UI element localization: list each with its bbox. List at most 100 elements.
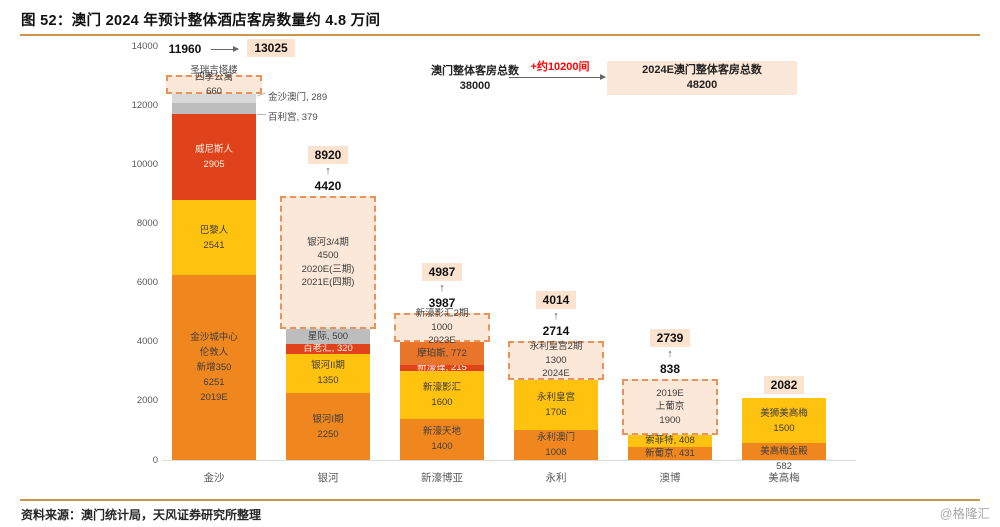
segment-label: 金沙城中心 伦敦人 新增350 6251 2019E [190, 332, 238, 404]
highlighted-total: 8920 [307, 146, 349, 165]
bar-segment: 新葡京, 431 [628, 447, 712, 460]
segment-label: 百老汇, 320 [303, 343, 353, 355]
bar-segment: 永利皇宫2期 1300 2024E [508, 341, 604, 380]
bar-segment: 新濠天地 1400 [400, 418, 484, 460]
bar-segment: 美狮美高梅 1500 [742, 398, 826, 443]
segment-label: 索菲特, 408 [645, 435, 695, 447]
bar-segment: 美高梅金殿 [742, 442, 826, 460]
segment-label: 四季公寓 660 [194, 72, 233, 97]
below-axis-label: 582 [776, 461, 792, 472]
figure-title: 图 52：澳门 2024 年预计整体酒店客房数量约 4.8 万间 [21, 13, 381, 29]
segment-label: 银河I期 2250 [312, 413, 344, 440]
y-axis-tick-label: 8000 [136, 217, 158, 229]
right-arrow-icon [211, 46, 239, 52]
bar-annotation-total: 13025 [241, 39, 301, 57]
y-axis-tick-label: 4000 [136, 336, 158, 348]
watermark: @格隆汇 [939, 507, 990, 521]
current-room-total-label: 澳门整体客房总数 [431, 65, 519, 77]
segment-label: 巴黎人 2541 [199, 224, 229, 251]
bar-annotation-total: 8920 [283, 146, 373, 165]
segment-label: 新濠锋, 215 [417, 362, 467, 374]
bar-annotation-base: 4420 [314, 179, 342, 194]
category-label: 美高梅 [768, 472, 800, 484]
bar-segment: 新濠锋, 215 [400, 362, 484, 373]
segment-label: 银河II期 1350 [311, 360, 345, 387]
up-arrow-icon: ↑ [553, 310, 559, 323]
bar-segment: 巴黎人 2541 [172, 200, 256, 276]
bar-segment: 摩珀斯, 772 [400, 342, 484, 365]
segment-label: 银河3/4期 4500 2020E(三期) 2021E(四期) [301, 236, 355, 289]
highlighted-total: 13025 [247, 39, 295, 57]
bar-segment: 2019E 上葡京 1900 [622, 379, 718, 436]
footer-divider [20, 499, 980, 501]
segment-label: 永利皇宫 1706 [536, 391, 575, 418]
segment-label: 美狮美高梅 1500 [760, 407, 808, 434]
bar-annotation-total: 2082 [739, 376, 829, 395]
segment-label: 摩珀斯, 772 [417, 347, 467, 359]
up-arrow-icon: ↑ [325, 165, 331, 178]
segment-label: 星际, 500 [307, 330, 349, 342]
highlighted-total: 4014 [535, 291, 577, 310]
right-arrow-icon [509, 74, 606, 80]
segment-label: 威尼斯人 2905 [194, 144, 233, 171]
bar-segment: 索菲特, 408 [628, 435, 712, 448]
y-axis-tick-label: 12000 [131, 99, 158, 111]
current-room-total: 澳门整体客房总数 38000 [418, 64, 532, 94]
room-total-2024e-value: 48200 [686, 79, 718, 91]
bar-annotation-total: 4987 [397, 262, 487, 281]
bar-segment: 金沙城中心 伦敦人 新增350 6251 2019E [172, 275, 256, 460]
category-label: 永利 [545, 472, 567, 484]
bar-annotation-base: 838 [659, 362, 681, 376]
bar-segment: 四季公寓 660 [166, 72, 262, 97]
room-total-2024e-box: 2024E澳门整体客房总数 48200 [607, 61, 797, 95]
bar-annotation-base: 11960 [168, 42, 202, 56]
source-note: 资料来源：澳门统计局，天风证券研究所整理 [21, 508, 262, 522]
bar-segment: 新濠影汇2期 1000 2023E [394, 308, 490, 346]
y-axis-tick-label: 10000 [131, 158, 158, 170]
bar-annotation-total: 4014 [511, 291, 601, 310]
above-bar-label: 圣瑞吉塔楼 [190, 64, 238, 76]
highlighted-total: 2082 [763, 376, 805, 395]
callout-line [257, 114, 266, 116]
bar-annotation-total: 2739 [625, 329, 715, 347]
category-label: 金沙 [203, 472, 225, 484]
room-increase-label: +约10200间 [530, 61, 590, 73]
bar-segment [172, 94, 256, 103]
bar-segment: 银河II期 1350 [286, 353, 370, 394]
y-axis-tick-label: 14000 [131, 40, 158, 52]
bar-segment: 威尼斯人 2905 [172, 114, 256, 200]
bar-segment [172, 102, 256, 115]
segment-label: 新濠影汇2期 1000 2023E [415, 308, 469, 347]
y-axis-tick-label: 2000 [136, 395, 158, 407]
segment-label: 美高梅金殿 [760, 445, 808, 457]
segment-label: 新濠影汇 1600 [422, 381, 461, 408]
category-label: 新濠博亚 [421, 472, 463, 484]
bar-annotation-base: 3987 [428, 295, 456, 310]
category-label: 银河 [317, 472, 339, 484]
current-room-total-value: 38000 [459, 80, 491, 92]
segment-label: 新葡京, 431 [645, 447, 695, 459]
category-label: 澳博 [659, 472, 681, 484]
y-axis-tick-label: 0 [152, 454, 158, 466]
bar-annotation-base: 2714 [542, 324, 570, 339]
room-total-2024e-label: 2024E澳门整体客房总数 [642, 64, 762, 76]
up-arrow-icon: ↑ [667, 348, 673, 360]
segment-callout: 金沙澳门, 289 [268, 91, 328, 103]
bar-segment: 银河I期 2250 [286, 393, 370, 460]
segment-label: 2019E 上葡京 1900 [655, 387, 685, 426]
bar-segment: 新濠影汇 1600 [400, 371, 484, 419]
title-divider [20, 34, 980, 36]
y-axis-tick-label: 6000 [136, 277, 158, 289]
highlighted-total: 4987 [421, 262, 463, 281]
bar-segment: 百老汇, 320 [286, 343, 370, 354]
bar-segment: 银河3/4期 4500 2020E(三期) 2021E(四期) [280, 196, 376, 330]
segment-label: 永利澳门 1008 [536, 432, 575, 459]
x-axis-line [162, 460, 856, 461]
bar-segment: 永利皇宫 1706 [514, 379, 598, 431]
bar-segment: 永利澳门 1008 [514, 430, 598, 460]
segment-callout: 百利宫, 379 [268, 112, 318, 124]
up-arrow-icon: ↑ [439, 281, 445, 294]
segment-label: 永利皇宫2期 1300 2024E [529, 341, 583, 380]
